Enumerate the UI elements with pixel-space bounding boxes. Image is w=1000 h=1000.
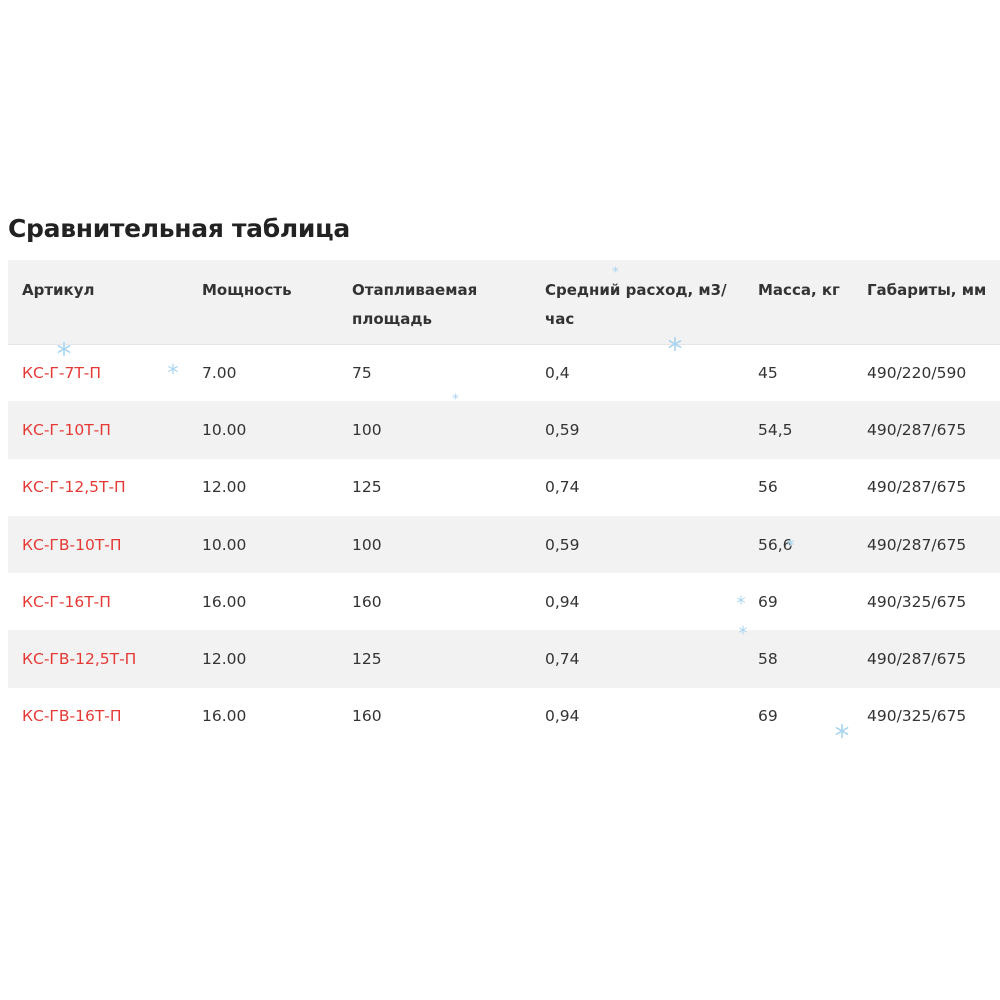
cell-sku[interactable]: КС-ГВ-12,5Т-П bbox=[8, 630, 188, 688]
cell-power: 7.00 bbox=[202, 363, 237, 382]
cell-consumption: 0,94 bbox=[545, 592, 580, 611]
table-row: КС-Г-7Т-П 7.00 75 0,4 45 490/220/590 bbox=[8, 344, 1000, 401]
cell-consumption: 0,59 bbox=[531, 401, 744, 459]
table-row: КС-ГВ-10Т-П 10.00 100 0,59 56,6 490/287/675 bbox=[8, 515, 1000, 574]
page-title: Сравнительная таблица bbox=[8, 214, 350, 243]
cell-dimensions: 490/220/590 bbox=[867, 363, 967, 382]
cell-consumption: 0,4 bbox=[545, 363, 570, 382]
table-row: КС-ГВ-16Т-П 16.00 160 0,94 69 490/325/675 bbox=[8, 688, 1000, 745]
cell-consumption: 0,94 bbox=[545, 707, 580, 726]
cell-sku[interactable]: КС-Г-12,5Т-П bbox=[22, 478, 126, 497]
cell-power: 10.00 bbox=[188, 515, 338, 574]
cell-area: 100 bbox=[338, 401, 531, 459]
header-dimensions: Габариты, мм bbox=[853, 260, 1000, 345]
cell-sku[interactable]: КС-Г-16Т-П bbox=[22, 592, 111, 611]
cell-power: 10.00 bbox=[188, 401, 338, 459]
cell-dimensions: 490/325/675 bbox=[867, 592, 967, 611]
header-mass: Масса, кг bbox=[744, 260, 853, 345]
table-row: КС-Г-10Т-П 10.00 100 0,59 54,5 490/287/675 bbox=[8, 401, 1000, 459]
cell-area: 160 bbox=[352, 592, 382, 611]
cell-consumption: 0,59 bbox=[531, 515, 744, 574]
cell-dimensions: 490/287/675 bbox=[853, 401, 1000, 459]
table-header-row: Артикул Мощность Отапливаемая площадь Ср… bbox=[8, 260, 1000, 345]
header-area: Отапливаемая площадь bbox=[338, 260, 531, 345]
cell-power: 12.00 bbox=[188, 630, 338, 688]
cell-area: 160 bbox=[352, 707, 382, 726]
cell-area: 100 bbox=[338, 515, 531, 574]
cell-area: 125 bbox=[352, 478, 382, 497]
cell-sku[interactable]: КС-ГВ-10Т-П bbox=[8, 515, 188, 574]
cell-area: 75 bbox=[352, 363, 372, 382]
table-row: КС-Г-12,5Т-П 12.00 125 0,74 56 490/287/675 bbox=[8, 459, 1000, 516]
header-consumption: Средний расход, м3/час bbox=[531, 260, 744, 345]
cell-consumption: 0,74 bbox=[545, 478, 580, 497]
cell-dimensions: 490/325/675 bbox=[867, 707, 967, 726]
cell-mass: 45 bbox=[758, 363, 778, 382]
cell-sku[interactable]: КС-Г-10Т-П bbox=[8, 401, 188, 459]
cell-sku[interactable]: КС-Г-7Т-П bbox=[22, 363, 102, 382]
cell-sku[interactable]: КС-ГВ-16Т-П bbox=[22, 707, 122, 726]
cell-power: 12.00 bbox=[202, 478, 247, 497]
cell-mass: 56,6 bbox=[744, 515, 853, 574]
cell-dimensions: 490/287/675 bbox=[867, 478, 967, 497]
cell-mass: 69 bbox=[758, 592, 778, 611]
header-sku: Артикул bbox=[8, 260, 188, 345]
table-row: КС-ГВ-12,5Т-П 12.00 125 0,74 58 490/287/675 bbox=[8, 630, 1000, 688]
table-row: КС-Г-16Т-П 16.00 160 0,94 69 490/325/675 bbox=[8, 573, 1000, 630]
cell-power: 16.00 bbox=[202, 707, 247, 726]
header-power: Мощность bbox=[188, 260, 338, 345]
cell-power: 16.00 bbox=[202, 592, 247, 611]
cell-mass: 58 bbox=[744, 630, 853, 688]
cell-area: 125 bbox=[338, 630, 531, 688]
cell-mass: 56 bbox=[758, 478, 778, 497]
cell-dimensions: 490/287/675 bbox=[853, 630, 1000, 688]
cell-mass: 69 bbox=[758, 707, 778, 726]
cell-consumption: 0,74 bbox=[531, 630, 744, 688]
comparison-table: Артикул Мощность Отапливаемая площадь Ср… bbox=[8, 260, 1000, 745]
cell-dimensions: 490/287/675 bbox=[853, 515, 1000, 574]
cell-mass: 54,5 bbox=[744, 401, 853, 459]
